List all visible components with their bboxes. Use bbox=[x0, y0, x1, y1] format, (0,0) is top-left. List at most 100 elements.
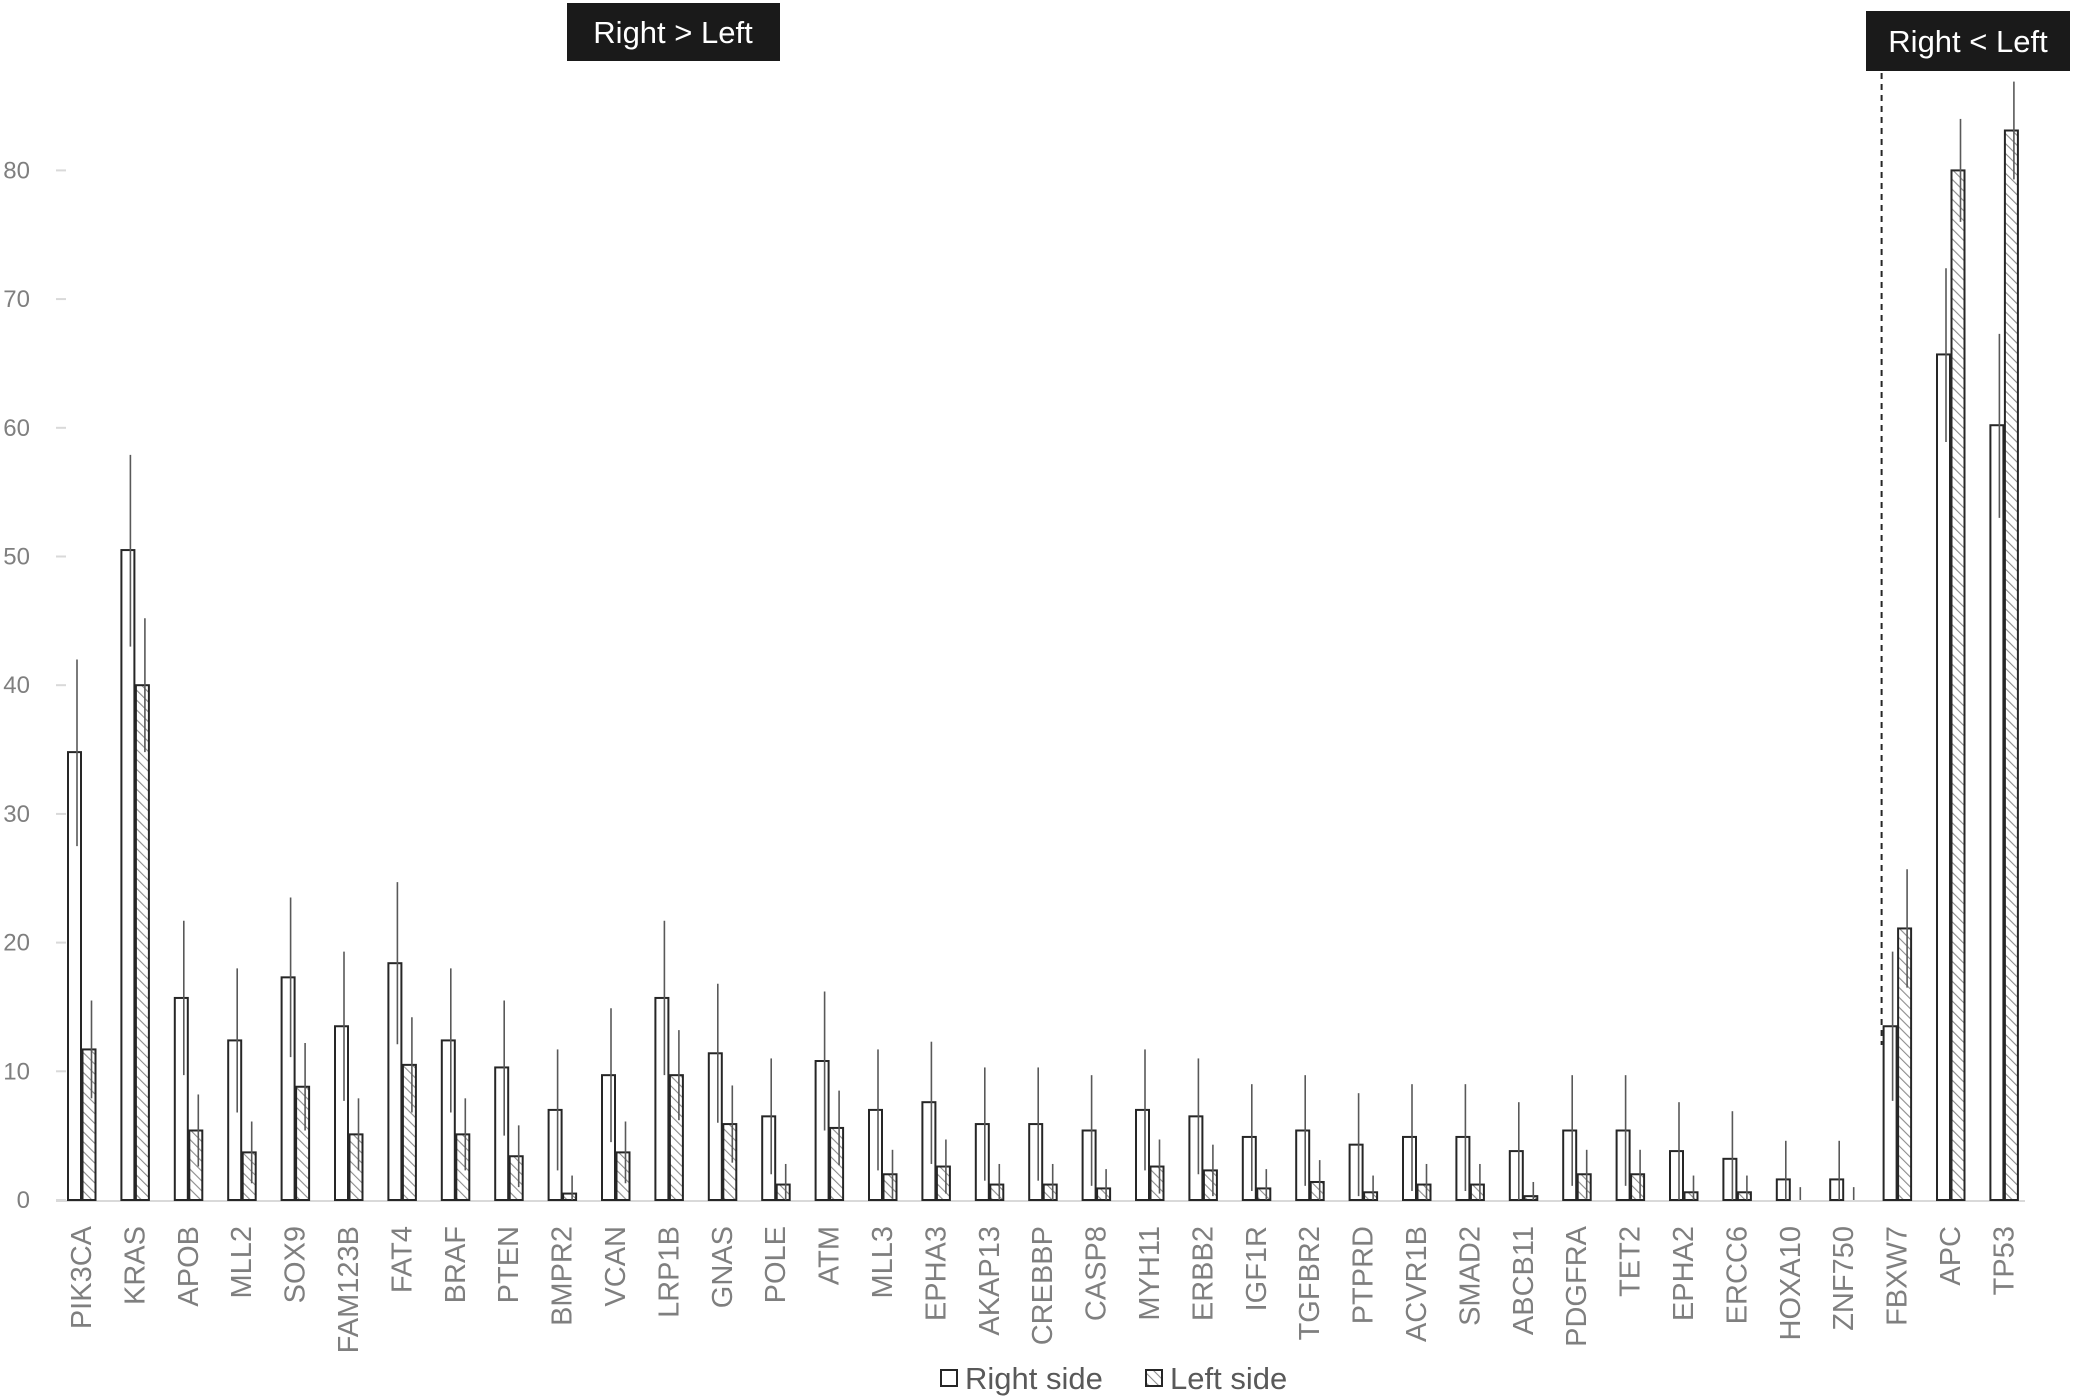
bar-group-tgfbr2 bbox=[1295, 1075, 1325, 1202]
bar-left-side-apc bbox=[1950, 169, 1966, 1201]
bar-right-side-apc bbox=[1936, 353, 1951, 1202]
y-tick-label: 80 bbox=[3, 157, 30, 184]
bar-right-side-mll3 bbox=[868, 1108, 883, 1202]
bar-right-side-gnas bbox=[707, 1052, 723, 1201]
category-label-apc: APC bbox=[1935, 1226, 1967, 1286]
annotation-right-greater-text: Right > Left bbox=[593, 15, 753, 50]
bar-left-side-apob bbox=[188, 1129, 204, 1201]
bar-right-side-erbb2 bbox=[1188, 1115, 1204, 1201]
category-label-igf1r: IGF1R bbox=[1241, 1226, 1273, 1311]
bar-left-side-erbb2 bbox=[1202, 1169, 1218, 1202]
bar-group-apc bbox=[1936, 118, 1966, 1202]
bar-left-side-sox9 bbox=[295, 1085, 311, 1202]
bar-group-znf750 bbox=[1829, 1140, 1855, 1201]
bar-right-side-casp8 bbox=[1081, 1129, 1097, 1201]
bar-group-erbb2 bbox=[1188, 1058, 1218, 1202]
bar-group-lrp1b bbox=[654, 920, 684, 1202]
bar-left-side-atm bbox=[829, 1126, 845, 1201]
category-label-ptprd: PTPRD bbox=[1348, 1226, 1380, 1324]
annotation-right-less: Right < Left bbox=[1866, 11, 2070, 71]
legend-label-right-side: Right side bbox=[965, 1361, 1103, 1396]
bar-right-side-pik3ca bbox=[67, 751, 82, 1202]
bar-group-epha2 bbox=[1669, 1102, 1699, 1201]
bar-group-tet2 bbox=[1615, 1075, 1646, 1202]
bar-left-side-pdgfra bbox=[1576, 1173, 1592, 1202]
bar-left-side-acvr1b bbox=[1416, 1183, 1432, 1202]
category-label-epha2: EPHA2 bbox=[1668, 1226, 1700, 1321]
legend-swatch-right-side bbox=[940, 1369, 958, 1387]
category-label-epha3: EPHA3 bbox=[920, 1226, 952, 1321]
bar-group-abcb11 bbox=[1508, 1102, 1539, 1202]
bar-group-igf1r bbox=[1241, 1084, 1272, 1202]
legend: Right side Left side bbox=[940, 1361, 1287, 1396]
category-label-atm: ATM bbox=[814, 1226, 846, 1285]
bar-left-side-fam123b bbox=[348, 1133, 364, 1202]
bar-right-side-lrp1b bbox=[654, 996, 670, 1201]
category-label-sox9: SOX9 bbox=[280, 1226, 312, 1303]
category-label-erbb2: ERBB2 bbox=[1187, 1226, 1219, 1321]
bar-left-side-pten bbox=[508, 1155, 524, 1201]
bar-group-fam123b bbox=[334, 951, 364, 1202]
category-label-fam123b: FAM123B bbox=[333, 1226, 365, 1353]
category-label-pole: POLE bbox=[760, 1226, 792, 1303]
category-label-casp8: CASP8 bbox=[1081, 1226, 1113, 1321]
bar-left-side-lrp1b bbox=[668, 1074, 684, 1202]
bar-left-side-pole bbox=[775, 1183, 791, 1202]
category-label-pdgfra: PDGFRA bbox=[1561, 1225, 1593, 1347]
bar-group-mll3 bbox=[868, 1049, 898, 1202]
bar-right-side-mll2 bbox=[227, 1039, 243, 1201]
bar-group-pten bbox=[494, 1000, 524, 1201]
bar-right-side-ptprd bbox=[1348, 1143, 1364, 1202]
category-label-smad2: SMAD2 bbox=[1454, 1226, 1486, 1326]
bar-left-side-vcan bbox=[615, 1151, 631, 1201]
bar-left-side-braf bbox=[455, 1133, 471, 1202]
bar-group-fat4 bbox=[387, 882, 417, 1202]
y-tick-label: 50 bbox=[3, 544, 30, 571]
y-tick-label: 40 bbox=[3, 672, 30, 699]
bar-group-braf bbox=[440, 968, 471, 1202]
bar-right-side-fbxw7 bbox=[1882, 1025, 1898, 1201]
y-tick-label: 10 bbox=[3, 1058, 30, 1085]
bar-group-acvr1b bbox=[1402, 1084, 1432, 1202]
bar-group-apob bbox=[173, 920, 204, 1201]
bar-left-side-epha2 bbox=[1683, 1191, 1699, 1201]
bar-right-side-pdgfra bbox=[1562, 1129, 1578, 1201]
bar-right-side-pole bbox=[761, 1115, 777, 1201]
y-tick-label: 70 bbox=[3, 286, 30, 313]
category-label-vcan: VCAN bbox=[600, 1226, 632, 1307]
category-label-tp53: TP53 bbox=[1988, 1226, 2020, 1295]
bar-group-smad2 bbox=[1455, 1084, 1485, 1202]
bar-left-side-myh11 bbox=[1149, 1165, 1165, 1201]
category-label-apob: APOB bbox=[173, 1226, 205, 1307]
bar-left-side-crebbp bbox=[1042, 1183, 1058, 1202]
y-tick-label: 30 bbox=[3, 801, 30, 828]
bar-group-ptprd bbox=[1348, 1093, 1379, 1202]
bar-right-side-tp53 bbox=[1989, 424, 2005, 1201]
bar-left-side-mll2 bbox=[241, 1151, 257, 1201]
category-label-kras: KRAS bbox=[119, 1226, 151, 1305]
bar-left-side-abcb11 bbox=[1523, 1195, 1539, 1202]
bar-group-casp8 bbox=[1081, 1075, 1112, 1201]
category-label-fat4: FAT4 bbox=[386, 1226, 418, 1293]
bar-right-side-tet2 bbox=[1615, 1129, 1631, 1201]
bar-group-gnas bbox=[707, 983, 738, 1202]
category-label-pik3ca: PIK3CA bbox=[66, 1225, 98, 1329]
category-label-pten: PTEN bbox=[493, 1226, 525, 1303]
bar-left-side-fat4 bbox=[401, 1063, 417, 1201]
category-label-myh11: MYH11 bbox=[1134, 1226, 1166, 1321]
bar-right-side-acvr1b bbox=[1402, 1135, 1417, 1202]
legend-swatch-left-side bbox=[1145, 1369, 1163, 1387]
category-label-crebbp: CREBBP bbox=[1027, 1226, 1059, 1345]
bars bbox=[67, 81, 2019, 1202]
bar-right-side-apob bbox=[173, 996, 189, 1201]
bar-group-fbxw7 bbox=[1882, 869, 1913, 1201]
category-label-znf750: ZNF750 bbox=[1828, 1226, 1860, 1331]
bar-left-side-igf1r bbox=[1256, 1187, 1272, 1201]
y-tick-label: 20 bbox=[3, 930, 30, 957]
bar-group-ercc6 bbox=[1722, 1111, 1752, 1202]
category-labels: PIK3CA KRAS APOB MLL2 SOX9 FAM123B FAT4 BRAF PTE… bbox=[66, 1225, 2020, 1353]
bar-right-side-fat4 bbox=[387, 962, 403, 1202]
legend-label-left-side: Left side bbox=[1170, 1361, 1287, 1396]
bar-right-side-pten bbox=[494, 1066, 510, 1201]
bar-left-side-pik3ca bbox=[81, 1048, 97, 1202]
